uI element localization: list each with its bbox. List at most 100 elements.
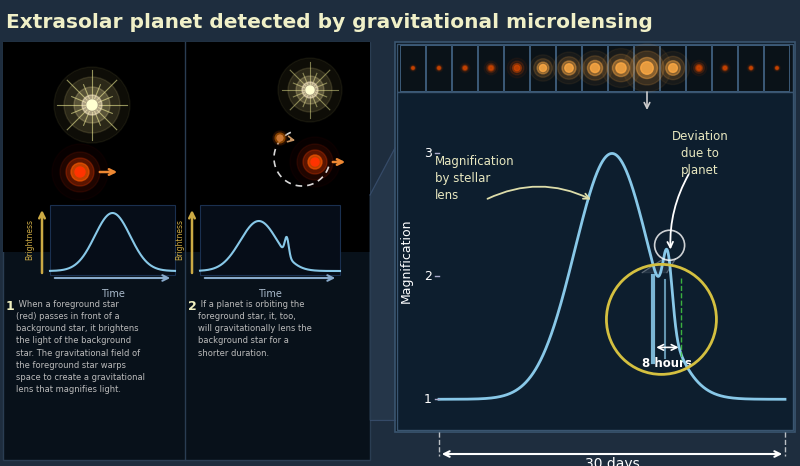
Circle shape <box>438 67 440 69</box>
Text: Time: Time <box>101 289 125 299</box>
Text: Brightness: Brightness <box>175 219 185 260</box>
Polygon shape <box>642 259 676 273</box>
Text: When a foreground star
(red) passes in front of a
background star, it brightens
: When a foreground star (red) passes in f… <box>16 300 145 394</box>
Circle shape <box>290 137 340 187</box>
Circle shape <box>488 65 494 71</box>
Circle shape <box>278 58 342 122</box>
Circle shape <box>437 66 441 70</box>
Circle shape <box>82 95 102 115</box>
Circle shape <box>486 63 496 73</box>
Text: 30 days: 30 days <box>585 457 639 466</box>
Circle shape <box>74 87 110 123</box>
Circle shape <box>273 131 287 145</box>
Circle shape <box>75 167 85 177</box>
Circle shape <box>637 57 658 78</box>
Text: 2: 2 <box>424 270 432 283</box>
Text: 3: 3 <box>424 147 432 160</box>
Circle shape <box>411 66 415 70</box>
FancyBboxPatch shape <box>3 42 185 252</box>
Circle shape <box>691 60 706 76</box>
FancyBboxPatch shape <box>200 205 340 275</box>
Circle shape <box>657 51 690 84</box>
Circle shape <box>749 65 754 70</box>
Circle shape <box>484 61 498 75</box>
Circle shape <box>297 144 333 180</box>
Circle shape <box>583 56 607 80</box>
Circle shape <box>537 62 549 74</box>
FancyBboxPatch shape <box>397 92 793 430</box>
Circle shape <box>462 65 468 71</box>
Circle shape <box>308 155 322 169</box>
Circle shape <box>412 67 414 69</box>
Circle shape <box>462 66 467 70</box>
Circle shape <box>558 57 580 79</box>
Circle shape <box>514 65 520 71</box>
Circle shape <box>590 63 599 73</box>
FancyBboxPatch shape <box>50 205 175 275</box>
Text: Time: Time <box>258 289 282 299</box>
Circle shape <box>553 52 585 84</box>
Text: Magnification: Magnification <box>399 219 413 303</box>
Circle shape <box>587 61 602 75</box>
Circle shape <box>565 64 574 72</box>
Circle shape <box>607 54 634 82</box>
Circle shape <box>411 66 414 69</box>
Circle shape <box>578 51 612 85</box>
Text: 2: 2 <box>188 300 197 313</box>
Circle shape <box>71 163 89 181</box>
FancyBboxPatch shape <box>397 44 793 92</box>
Circle shape <box>669 64 678 72</box>
Circle shape <box>275 133 285 143</box>
FancyBboxPatch shape <box>185 42 370 252</box>
Circle shape <box>52 144 108 200</box>
Text: 1: 1 <box>424 393 432 406</box>
Circle shape <box>302 82 318 98</box>
Circle shape <box>311 158 319 166</box>
Text: Brightness: Brightness <box>26 219 34 260</box>
Circle shape <box>694 62 704 73</box>
Circle shape <box>623 44 671 92</box>
FancyBboxPatch shape <box>3 42 370 460</box>
Circle shape <box>722 66 727 70</box>
Circle shape <box>507 58 527 78</box>
Circle shape <box>775 66 779 70</box>
Circle shape <box>534 59 552 77</box>
Circle shape <box>410 65 416 71</box>
Polygon shape <box>370 148 395 420</box>
Text: Extrasolar planet detected by gravitational microlensing: Extrasolar planet detected by gravitatio… <box>6 13 653 32</box>
Circle shape <box>697 66 701 70</box>
Circle shape <box>530 55 556 81</box>
Circle shape <box>602 48 641 88</box>
Circle shape <box>277 135 283 141</box>
Circle shape <box>306 86 314 94</box>
Circle shape <box>720 63 730 73</box>
Circle shape <box>64 77 120 133</box>
Circle shape <box>288 68 332 112</box>
Text: If a planet is orbiting the
foreground star, it, too,
will gravitationally lens : If a planet is orbiting the foreground s… <box>198 300 312 357</box>
Circle shape <box>747 64 754 72</box>
Circle shape <box>616 63 626 73</box>
Circle shape <box>54 67 130 143</box>
Circle shape <box>513 63 522 72</box>
Circle shape <box>613 60 630 76</box>
Circle shape <box>750 67 752 69</box>
Circle shape <box>463 67 466 69</box>
Circle shape <box>749 66 753 70</box>
Circle shape <box>662 56 685 80</box>
Circle shape <box>460 63 470 73</box>
Circle shape <box>723 67 726 69</box>
Circle shape <box>722 65 728 71</box>
Text: Deviation
due to
planet: Deviation due to planet <box>672 130 728 177</box>
Circle shape <box>539 64 546 72</box>
Circle shape <box>435 64 442 72</box>
Circle shape <box>489 66 493 70</box>
FancyBboxPatch shape <box>395 42 795 432</box>
Circle shape <box>87 100 97 110</box>
Circle shape <box>630 51 664 85</box>
Circle shape <box>641 62 654 74</box>
Circle shape <box>695 64 702 71</box>
Circle shape <box>66 158 94 186</box>
Circle shape <box>60 152 100 192</box>
Text: 8 hours: 8 hours <box>642 357 692 370</box>
Circle shape <box>296 76 324 104</box>
